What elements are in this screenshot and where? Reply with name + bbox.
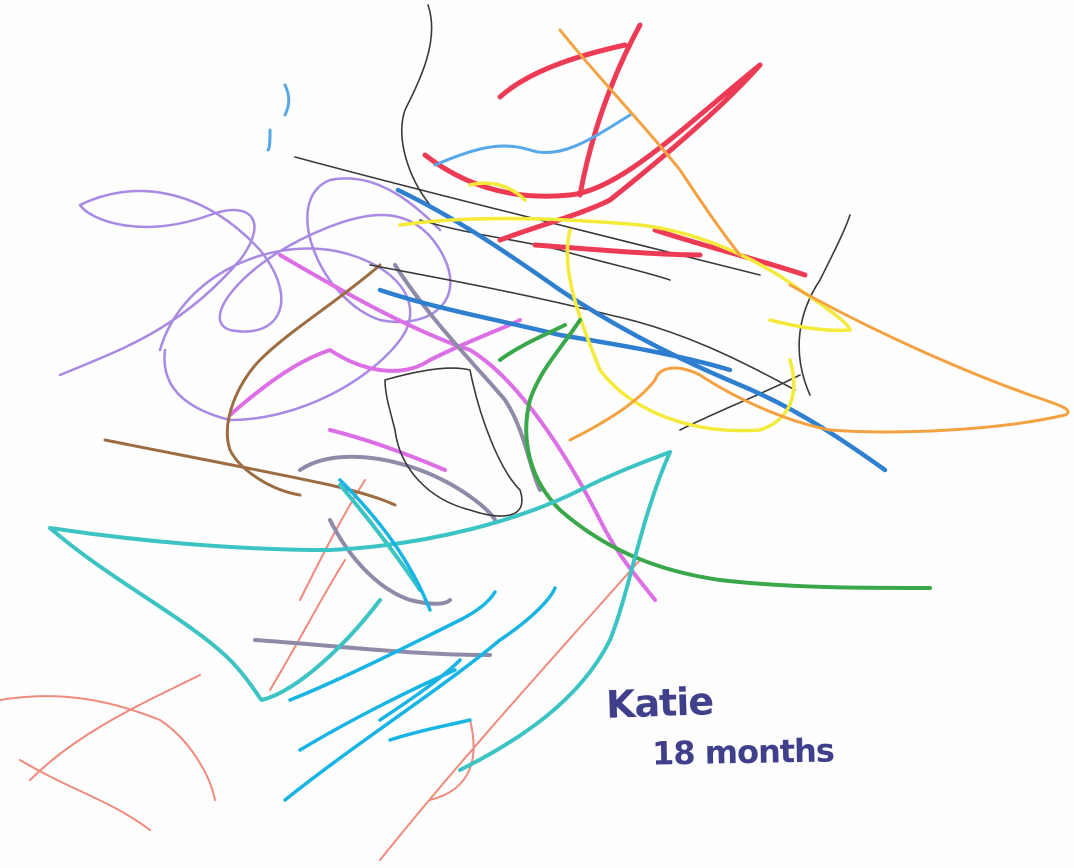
red-scribble (422, 22, 808, 278)
orange-scribble (558, 28, 1070, 442)
gray-violet-scribble (253, 263, 542, 657)
blue-scribble (377, 187, 888, 473)
caption-age: 18 months (651, 731, 835, 773)
caption-name: Katie (605, 679, 714, 727)
yellow-scribble (398, 181, 852, 433)
light-blue-scribble (266, 83, 632, 167)
salmon-scribble (0, 479, 641, 861)
teal-scribble (48, 450, 672, 772)
magenta-scribble (228, 253, 657, 602)
cyan-scribble (283, 478, 557, 802)
purple-scribble (58, 177, 452, 422)
green-scribble (498, 318, 932, 590)
brown-scribble (103, 263, 397, 507)
